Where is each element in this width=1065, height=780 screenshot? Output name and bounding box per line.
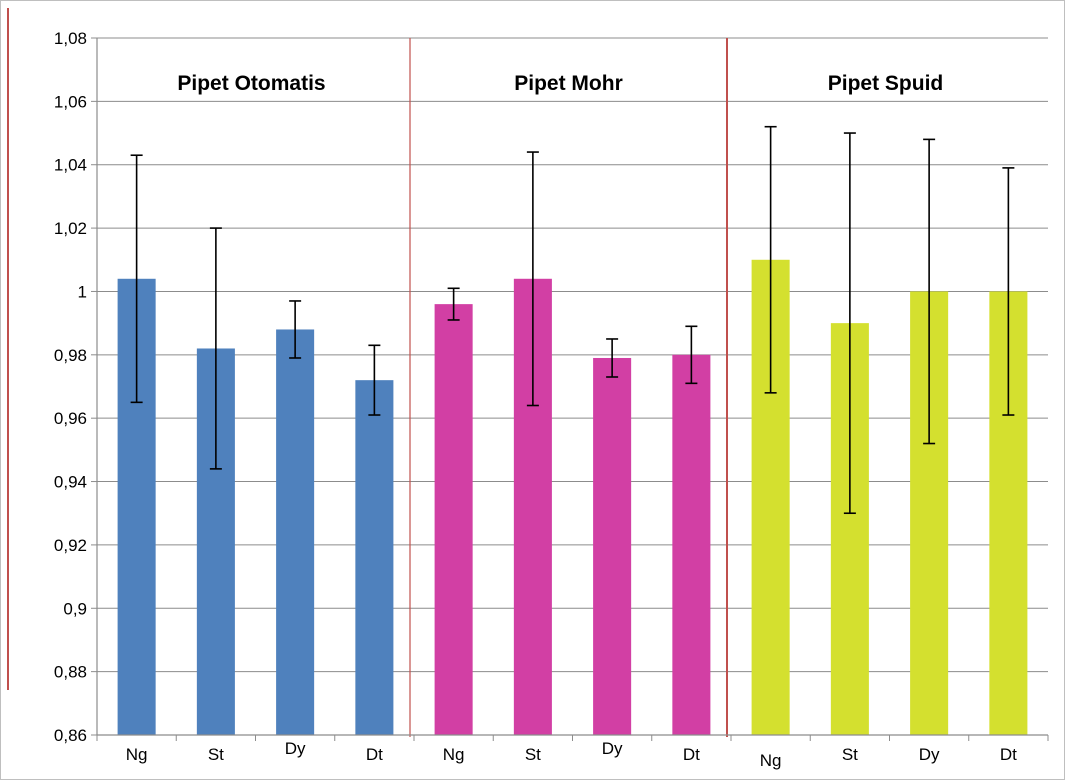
group-label: Pipet Spuid <box>828 72 944 95</box>
category-label: Ng <box>443 745 465 764</box>
group-label: Pipet Mohr <box>514 72 623 95</box>
category-label: St <box>525 745 541 764</box>
group-labels: Pipet Otomatis Pipet Mohr Pipet Spuid <box>177 72 943 95</box>
bars <box>117 259 1028 735</box>
y-tick-label: 1 <box>78 282 87 301</box>
category-label: Dy <box>602 739 623 758</box>
error-bars <box>130 125 1015 515</box>
y-tick-label: 0,92 <box>54 536 87 555</box>
category-label: Dt <box>366 745 383 764</box>
y-tick-label: 0,98 <box>54 346 87 365</box>
x-axis-ticks <box>96 735 1049 741</box>
category-label: Dy <box>285 739 306 758</box>
x-axis-category-labels: Ng St Dy Dt Ng St Dy Dt Ng St Dy Dt <box>126 739 1017 770</box>
y-tick-label: 0,86 <box>54 726 87 745</box>
group-label: Pipet Otomatis <box>177 72 325 95</box>
group-separators <box>409 38 728 737</box>
category-label: Dt <box>683 745 700 764</box>
category-label: Ng <box>760 751 782 770</box>
category-label: Dy <box>919 745 940 764</box>
y-tick-label: 1,04 <box>54 156 87 175</box>
y-axis-tick-labels: 0,86 0,88 0,9 0,92 0,94 0,96 0,98 1 1,02 1,04 1,06… <box>54 29 87 745</box>
bar <box>276 329 315 735</box>
y-tick-label: 0,94 <box>54 473 87 492</box>
y-tick-label: 0,96 <box>54 409 87 428</box>
category-label: Ng <box>126 745 148 764</box>
y-tick-label: 1,08 <box>54 29 87 48</box>
y-tick-label: 1,06 <box>54 92 87 111</box>
category-label: Dt <box>1000 745 1017 764</box>
bar <box>672 354 711 735</box>
category-label: St <box>208 745 224 764</box>
category-label: St <box>842 745 858 764</box>
y-tick-label: 0,88 <box>54 663 87 682</box>
bar <box>355 380 394 735</box>
gridlines <box>91 37 1048 736</box>
y-tick-label: 0,9 <box>63 599 87 618</box>
bar <box>593 357 632 735</box>
y-tick-label: 1,02 <box>54 219 87 238</box>
bar <box>434 304 473 735</box>
